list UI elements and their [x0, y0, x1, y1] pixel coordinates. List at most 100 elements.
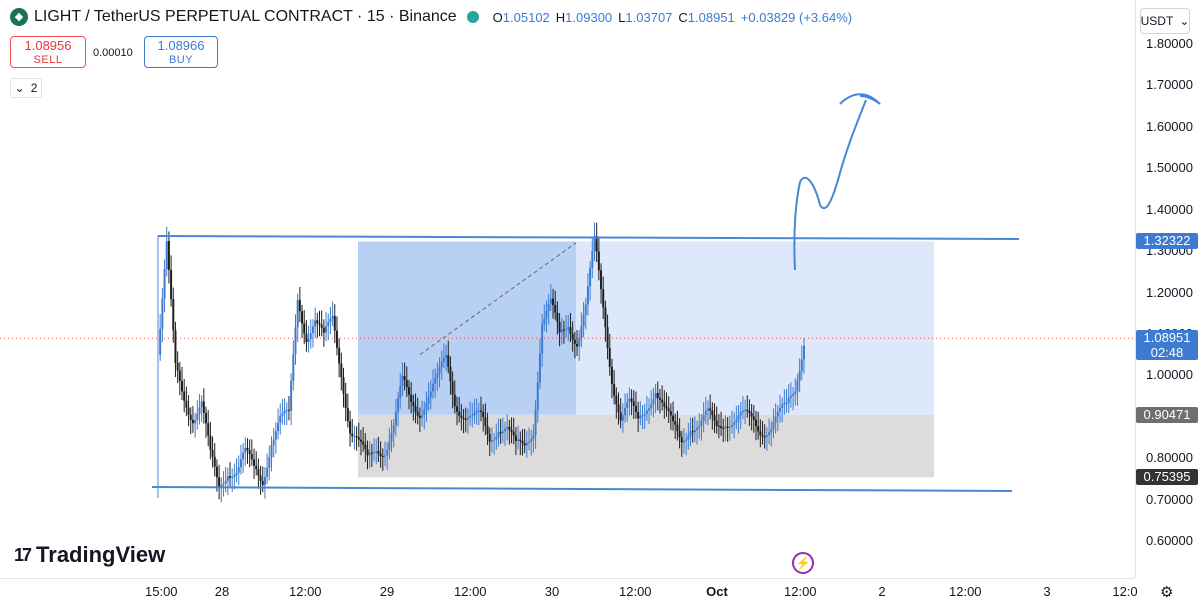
tradingview-logo[interactable]: 17 TradingView [14, 542, 166, 567]
price-tag: 1.32322 [1136, 233, 1198, 250]
candle-body [277, 422, 280, 432]
candle-body [641, 415, 644, 417]
candle-body [442, 358, 445, 362]
price-chart[interactable] [0, 0, 1135, 578]
candle-body [704, 410, 707, 415]
candle-body [715, 420, 718, 426]
candle-body [693, 429, 696, 433]
candle-body [519, 439, 522, 441]
candle-body [229, 476, 232, 478]
drawn-arrow-path [793, 99, 867, 271]
candle-body [650, 404, 653, 409]
candle-body [167, 241, 170, 270]
currency-select[interactable]: USDT ⌄ [1140, 8, 1190, 34]
candle-body [209, 435, 212, 450]
candle-body [353, 436, 356, 438]
x-tick-label: 12:00 [619, 584, 652, 599]
candle-body [215, 466, 218, 478]
candle-body [383, 455, 386, 457]
candle-body [534, 409, 537, 436]
candle-body [604, 307, 607, 328]
candle-body [191, 419, 194, 424]
candle-body [547, 303, 550, 311]
candle-body [161, 298, 164, 329]
candle-body [617, 404, 620, 413]
candle-body [218, 477, 221, 488]
candle-body [257, 469, 260, 476]
candle-body [301, 311, 304, 324]
candle-body [754, 419, 757, 427]
candle-body [309, 333, 312, 339]
candle-body [610, 366, 613, 384]
candle-body [569, 327, 572, 334]
time-axis[interactable]: 15:00 28 12:00 29 12:00 30 12:00 Oct 12:00 2 12:00… [0, 578, 1138, 606]
price-axis[interactable]: 1.80000 1.70000 1.60000 1.50000 1.40000 1.300… [1135, 0, 1200, 578]
indicators-toggle[interactable]: ⌄ 2 [10, 78, 42, 98]
candle-body [194, 420, 197, 424]
lightning-icon[interactable]: ⚡ [792, 552, 814, 574]
candle-body [589, 267, 592, 287]
y-tick-label: 0.70000 [1146, 491, 1193, 507]
candle-body [451, 381, 454, 395]
candle-body [477, 410, 480, 412]
candle-body [394, 412, 397, 426]
candle-body [320, 324, 323, 328]
candle-body [170, 269, 173, 300]
candle-body [359, 439, 362, 442]
buy-button[interactable]: 1.08966 BUY [144, 36, 218, 68]
candle-body [778, 407, 781, 412]
chart-area[interactable] [0, 0, 1135, 578]
candle-body [183, 391, 186, 401]
candle-body [316, 320, 319, 324]
candle-body [211, 449, 214, 457]
candle-body [765, 435, 768, 437]
tradingview-logo-icon: 17 [14, 544, 32, 565]
candle-body [706, 408, 709, 411]
candle-body [362, 441, 365, 445]
candle-body [626, 402, 629, 408]
candle-body [774, 416, 777, 423]
candle-body [346, 408, 349, 422]
candle-body [628, 398, 631, 403]
candle-body [643, 413, 646, 416]
candle-body [514, 435, 517, 441]
candle-body [246, 447, 249, 451]
candle-body [746, 409, 749, 411]
candle-body [504, 428, 507, 432]
candle-body [231, 476, 234, 478]
candle-body [185, 400, 188, 408]
candle-body [159, 328, 162, 355]
candle-body [255, 465, 258, 470]
candle-body [248, 450, 251, 454]
x-tick-label: 12:00 [949, 584, 982, 599]
candle-body [543, 318, 546, 325]
candle-body [499, 432, 502, 434]
candle-body [386, 450, 389, 456]
candle-body [355, 436, 358, 438]
candle-body [759, 431, 762, 436]
gear-icon[interactable]: ⚙ [1160, 584, 1174, 601]
candle-body [397, 398, 400, 413]
candle-body [222, 483, 225, 485]
candle-body [294, 327, 297, 355]
candle-body [606, 327, 609, 349]
drawn-arrow-head [839, 93, 881, 105]
candle-body [447, 355, 450, 367]
candle-body [554, 304, 557, 313]
ohlc-readout: O1.05102 H1.09300 L1.03707 C1.08951 +0.0… [492, 9, 853, 25]
candle-body [761, 435, 764, 437]
candle-body [770, 428, 773, 433]
x-tick-label: 15:00 [145, 584, 178, 599]
candle-body [593, 236, 596, 251]
candle-body [726, 426, 729, 428]
symbol-title[interactable]: LIGHT / TetherUS PERPETUAL CONTRACT · 15… [34, 8, 457, 25]
candle-body [480, 410, 482, 412]
candle-body [558, 321, 561, 333]
candle-body [392, 425, 395, 434]
candle-body [750, 413, 753, 417]
candle-body [608, 348, 611, 367]
candle-body [431, 383, 434, 392]
sell-button[interactable]: 1.08956 SELL [10, 36, 86, 68]
candle-body [510, 430, 513, 432]
candle-body [621, 415, 624, 421]
